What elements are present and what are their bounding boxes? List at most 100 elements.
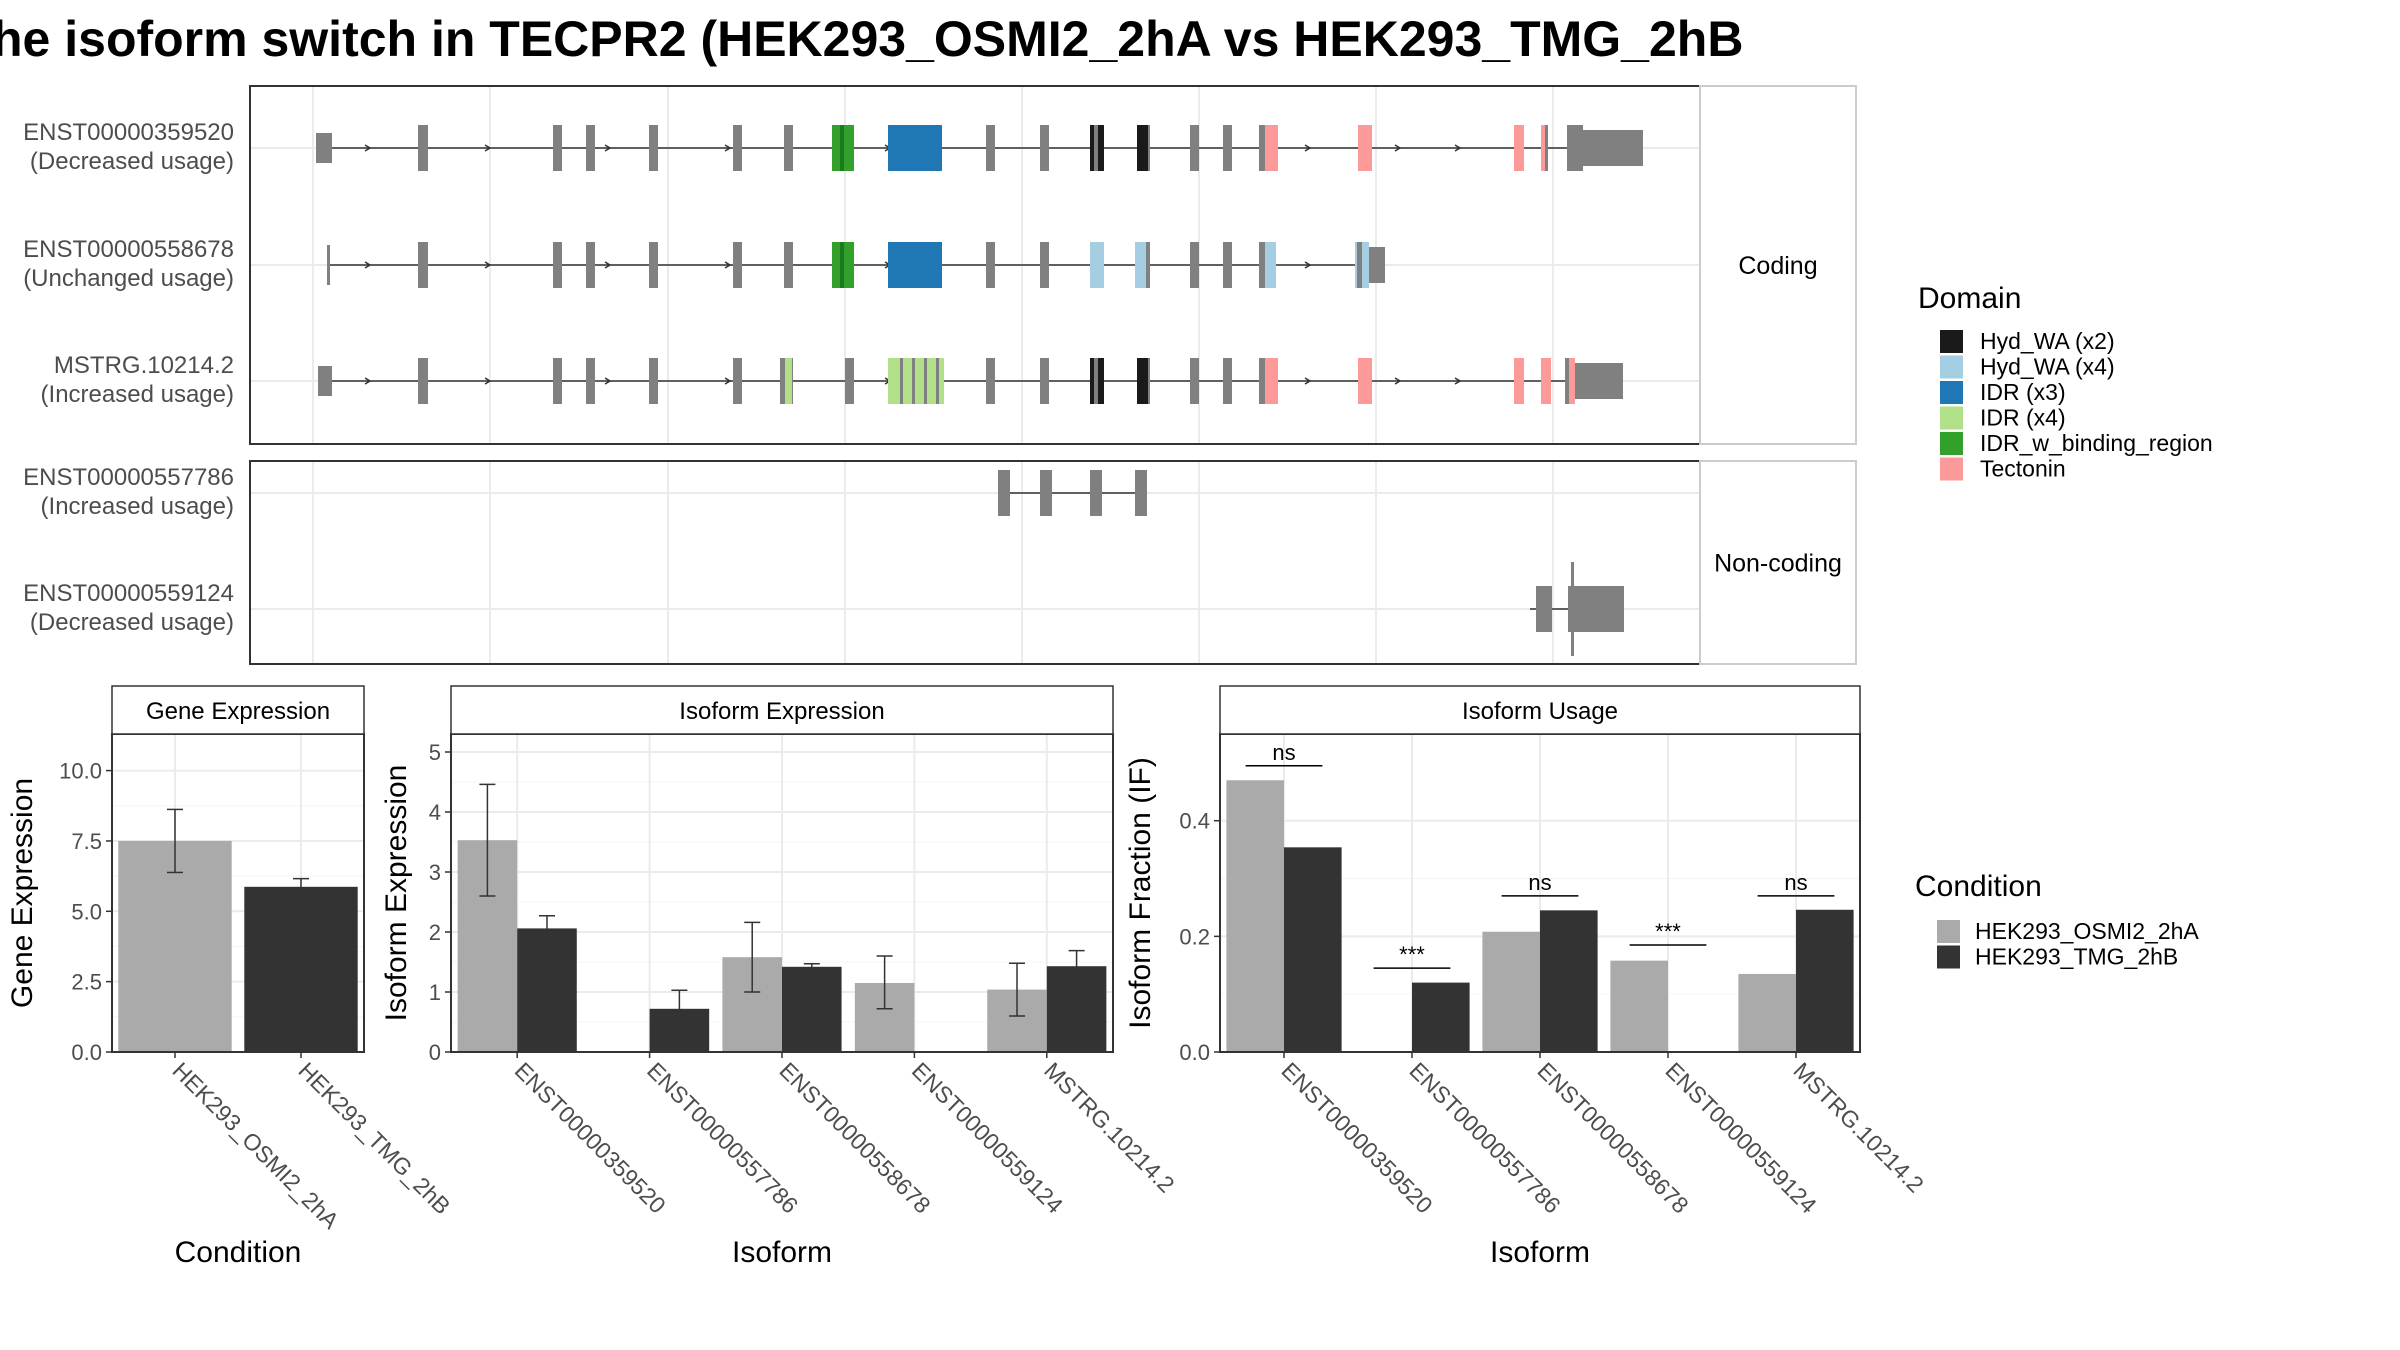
domain-legend-swatch (1940, 457, 1963, 481)
exon (418, 358, 427, 404)
exon (553, 358, 562, 404)
exon (418, 125, 427, 171)
exon (1575, 363, 1623, 399)
exon (1190, 242, 1199, 288)
condition-legend-title: Condition (1915, 870, 2042, 903)
exon (553, 242, 562, 288)
exon (998, 470, 1010, 516)
y-tick-label: 4 (429, 800, 441, 825)
y-tick-label: 0.0 (71, 1040, 102, 1065)
condition-legend-label: HEK293_TMG_2hB (1975, 944, 2178, 970)
bar (1738, 973, 1796, 1052)
chart-strip (450, 685, 1114, 735)
domain-legend-label: IDR (x3) (1980, 379, 2066, 405)
domain-legend-label: IDR (x4) (1980, 405, 2066, 431)
strand-arrow (724, 261, 732, 269)
bar (1412, 982, 1470, 1052)
bar (1284, 847, 1342, 1052)
exon (1541, 125, 1547, 171)
figure-title: he isoform switch in TECPR2 (HEK293_OSMI… (0, 11, 1743, 67)
y-tick-label: 0.4 (1179, 809, 1210, 834)
isoform-id-label: MSTRG.10214.2 (54, 352, 234, 379)
exon (1565, 358, 1575, 404)
exon (1090, 470, 1102, 516)
domain-legend-swatch (1940, 330, 1963, 353)
domain-legend-label: Hyd_WA (x2) (1980, 328, 2115, 354)
bar (244, 886, 358, 1052)
exon (1137, 125, 1148, 171)
significance-label: ns (1272, 740, 1295, 765)
exon (1135, 470, 1147, 516)
isoform-usage-label: (Decreased usage) (30, 609, 234, 636)
y-axis-title: Isoform Fraction (IF) (1124, 757, 1157, 1029)
strand-arrow (724, 144, 732, 152)
domain-legend-label: Tectonin (1980, 456, 2066, 482)
exon (1223, 125, 1232, 171)
significance-label: *** (1399, 942, 1425, 967)
exon (1265, 125, 1278, 171)
strand-arrow (1454, 377, 1462, 385)
exon (924, 358, 927, 404)
exon (318, 366, 332, 396)
exon (900, 358, 903, 404)
chart-strip (111, 685, 365, 735)
exon (1357, 242, 1362, 288)
exon (1536, 586, 1552, 632)
exon (586, 242, 595, 288)
exon (1223, 242, 1232, 288)
isoform-id-label: ENST00000558678 (23, 236, 234, 263)
facet-strip-label: Non-coding (1714, 550, 1842, 578)
exon (1567, 125, 1583, 171)
exon (888, 242, 942, 288)
bar (1226, 780, 1284, 1052)
y-tick-label: 5.0 (71, 899, 102, 924)
strand-arrow (364, 261, 372, 269)
isoform-usage-label: (Decreased usage) (30, 148, 234, 175)
exon (1265, 358, 1278, 404)
strand-arrow (604, 377, 612, 385)
domain-legend-label: Hyd_WA (x4) (1980, 354, 2115, 380)
domain-legend-swatch (1940, 355, 1963, 379)
condition-legend-swatch (1937, 920, 1960, 943)
exon (1040, 358, 1049, 404)
isoform-id-label: ENST00000559124 (23, 580, 234, 607)
exon (1369, 247, 1385, 283)
domain-legend-swatch (1940, 432, 1963, 455)
exon (936, 358, 939, 404)
bar (782, 966, 842, 1052)
strand-arrow (1304, 144, 1312, 152)
exon (733, 125, 742, 171)
exon (840, 242, 844, 288)
exon (1190, 358, 1199, 404)
exon (586, 358, 595, 404)
domain-legend-title: Domain (1918, 282, 2021, 315)
chart-strip-label: Isoform Usage (1462, 698, 1618, 725)
exon (1040, 125, 1049, 171)
strand-arrow (724, 377, 732, 385)
exon (986, 125, 995, 171)
y-tick-label: 1 (429, 980, 441, 1005)
strand-arrow (1394, 144, 1402, 152)
exon (649, 242, 658, 288)
exon (1137, 358, 1148, 404)
facet-strip-label: Coding (1738, 252, 1817, 280)
facet-strip (1699, 85, 1857, 445)
x-axis-title: Condition (175, 1236, 302, 1269)
significance-label: ns (1784, 870, 1807, 895)
isoform-id-label: ENST00000557786 (23, 464, 234, 491)
isoform-usage-label: (Increased usage) (41, 381, 234, 408)
x-tick-label: ENST00000359520 (510, 1057, 671, 1218)
exon (1259, 358, 1268, 404)
x-tick-label: MSTRG.10214.2 (1788, 1057, 1928, 1197)
condition-legend-swatch (1937, 945, 1960, 969)
exon (586, 125, 595, 171)
strand-arrow (1304, 377, 1312, 385)
y-tick-label: 10.0 (59, 759, 102, 784)
domain-legend-swatch (1940, 406, 1963, 430)
domain-legend-label: IDR_w_binding_region (1980, 430, 2213, 456)
bar (1540, 910, 1598, 1052)
bar (118, 840, 232, 1052)
